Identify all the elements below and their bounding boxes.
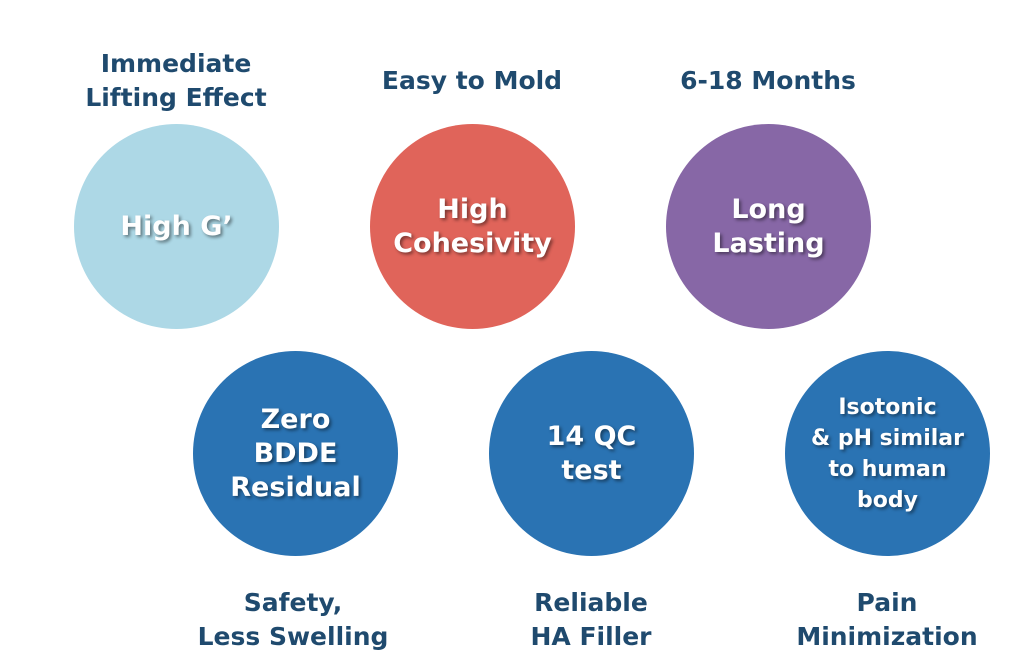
circle-isotonic-ph-label: Isotonic & pH similar to human body xyxy=(810,394,964,513)
circle-high-g-label: High G’ xyxy=(120,210,233,242)
circle-long-lasting-label: Long Lasting xyxy=(712,193,825,259)
circle-high-cohesivity: High Cohesivity xyxy=(370,124,575,329)
circle-14-qc-test-label: 14 QC test xyxy=(546,420,637,486)
caption-easy-to-mold: Easy to Mold xyxy=(381,66,563,95)
caption-safety-less-swelling: Safety, Less Swelling xyxy=(197,588,389,651)
circle-zero-bdde-residual: Zero BDDE Residual xyxy=(193,351,398,556)
caption-pain-minimization: Pain Minimization xyxy=(796,588,978,651)
caption-reliable-ha-filler: Reliable HA Filler xyxy=(530,588,652,651)
circle-high-g: High G’ xyxy=(74,124,279,329)
circle-14-qc-test: 14 QC test xyxy=(489,351,694,556)
circle-isotonic-ph: Isotonic & pH similar to human body xyxy=(785,351,990,556)
caption-6-18-months: 6-18 Months xyxy=(680,66,856,95)
circle-long-lasting: Long Lasting xyxy=(666,124,871,329)
caption-immediate-lifting-effect: Immediate Lifting Effect xyxy=(85,49,267,112)
circle-high-cohesivity-label: High Cohesivity xyxy=(393,193,552,259)
circle-zero-bdde-residual-label: Zero BDDE Residual xyxy=(230,403,361,503)
